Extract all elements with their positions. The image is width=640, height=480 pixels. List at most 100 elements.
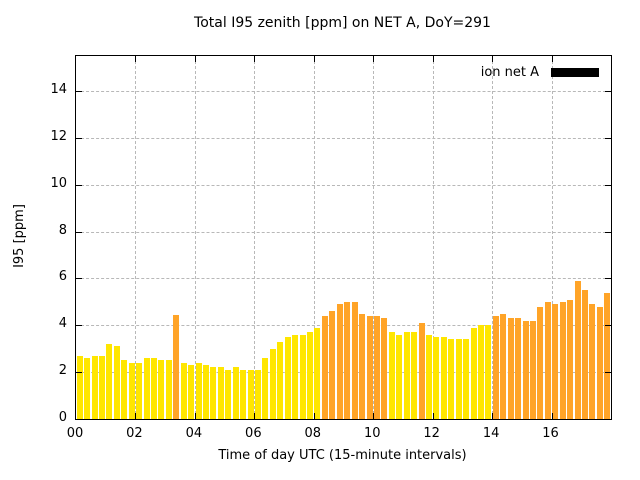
bar	[500, 313, 507, 419]
x-tick-label: 00	[66, 426, 84, 441]
bar	[537, 306, 544, 419]
tick-mark	[76, 184, 82, 186]
tick-mark	[76, 137, 82, 139]
bar	[359, 313, 366, 419]
tick-mark	[432, 413, 434, 419]
y-tick-label: 12	[50, 128, 67, 144]
bar	[485, 325, 492, 419]
gridline-vertical	[135, 56, 137, 419]
tick-mark	[76, 91, 82, 93]
bar	[99, 355, 105, 419]
y-tick-label: 8	[58, 222, 67, 238]
bar	[307, 332, 314, 419]
chart-title: Total I95 zenith [ppm] on NET A, DoY=291	[194, 15, 491, 31]
bar	[232, 367, 239, 419]
bar	[351, 301, 358, 419]
x-axis-label: Time of day UTC (15-minute intervals)	[218, 448, 467, 463]
gridline-horizontal	[76, 184, 611, 186]
bar	[255, 369, 262, 419]
bar	[321, 315, 328, 419]
bar	[106, 344, 113, 419]
x-tick-label: 14	[482, 426, 500, 441]
bar	[552, 304, 559, 419]
bar	[411, 332, 418, 419]
bar	[366, 315, 373, 419]
tick-mark	[605, 184, 611, 186]
bar	[195, 362, 202, 419]
tick-mark	[76, 325, 82, 327]
x-tick-label: 02	[126, 426, 143, 441]
tick-mark	[551, 413, 553, 419]
bar	[448, 339, 455, 419]
bar	[433, 337, 440, 419]
bar	[425, 334, 432, 419]
gridline-vertical	[194, 56, 196, 419]
bar	[381, 318, 388, 419]
tick-mark	[373, 56, 375, 62]
bar	[567, 299, 574, 419]
bar	[277, 341, 284, 419]
tick-mark	[76, 278, 82, 280]
tick-mark	[605, 91, 611, 93]
bar	[477, 325, 484, 419]
x-tick-label: 08	[304, 426, 322, 441]
legend-swatch	[551, 68, 599, 77]
bar	[596, 306, 603, 419]
gridline-vertical	[432, 56, 434, 419]
bar	[574, 280, 581, 419]
bar	[165, 360, 172, 419]
bar	[581, 290, 588, 419]
bar	[247, 369, 254, 419]
tick-mark	[254, 56, 256, 62]
bar	[128, 362, 135, 419]
bar	[388, 332, 395, 419]
gridline-horizontal	[76, 278, 611, 280]
tick-mark	[492, 56, 494, 62]
bar	[188, 365, 195, 419]
bar	[84, 358, 91, 419]
tick-mark	[254, 413, 256, 419]
bar	[151, 358, 158, 419]
legend: ion net A	[481, 65, 599, 80]
x-tick-label: 12	[423, 426, 440, 441]
bar	[344, 301, 351, 419]
bar	[440, 337, 447, 419]
x-tick-label: 06	[245, 426, 262, 441]
gridline-horizontal	[76, 91, 611, 93]
bar	[143, 358, 150, 419]
gridline-vertical	[551, 56, 553, 419]
gridline-horizontal	[76, 372, 611, 374]
tick-mark	[492, 413, 494, 419]
gridline-vertical	[254, 56, 256, 419]
tick-mark	[194, 413, 196, 419]
bar	[329, 311, 336, 419]
tick-mark	[605, 325, 611, 327]
bar	[470, 327, 477, 419]
bar	[269, 348, 276, 419]
tick-mark	[194, 56, 196, 62]
bar	[515, 318, 522, 419]
bar	[507, 318, 514, 419]
bar	[522, 320, 529, 419]
gridline-horizontal	[76, 231, 611, 233]
tick-mark	[605, 231, 611, 233]
gridline-horizontal	[76, 325, 611, 327]
tick-mark	[373, 413, 375, 419]
plot-area: ion net A	[75, 55, 612, 420]
bar	[463, 339, 470, 419]
tick-mark	[135, 413, 137, 419]
bar	[396, 334, 403, 419]
bar	[136, 362, 143, 419]
tick-mark	[313, 413, 315, 419]
tick-mark	[605, 137, 611, 139]
y-tick-label: 2	[58, 363, 67, 379]
bar	[173, 314, 180, 419]
gridline-horizontal	[76, 137, 611, 139]
tick-mark	[76, 372, 82, 374]
bar	[284, 337, 291, 419]
bar	[210, 367, 217, 419]
bar	[604, 292, 611, 419]
gridline-vertical	[492, 56, 494, 419]
tick-mark	[605, 278, 611, 280]
